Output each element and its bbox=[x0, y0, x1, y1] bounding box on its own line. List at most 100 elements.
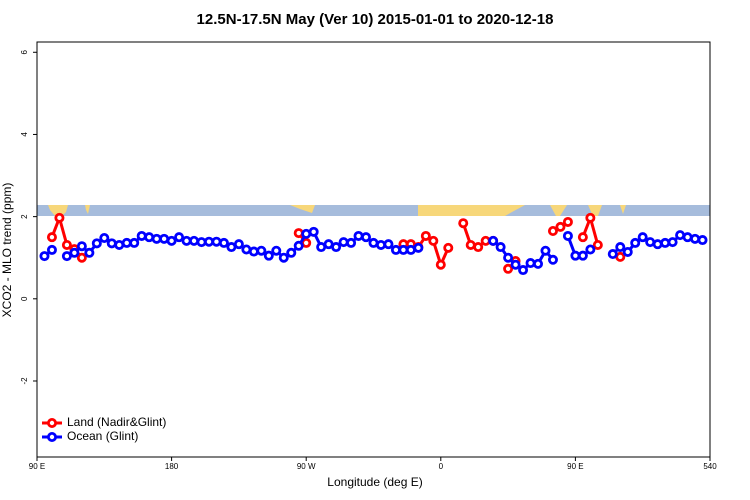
data-point bbox=[106, 238, 117, 249]
data-point bbox=[383, 239, 394, 250]
data-point bbox=[361, 232, 372, 243]
land-patch bbox=[48, 205, 68, 216]
x-tick-label: 90 W bbox=[297, 462, 316, 471]
data-point bbox=[518, 265, 529, 276]
data-point bbox=[622, 246, 633, 257]
data-point bbox=[271, 245, 282, 256]
data-point bbox=[503, 263, 514, 274]
x-axis-label: Longitude (deg E) bbox=[327, 475, 422, 489]
data-point bbox=[525, 258, 536, 269]
data-point bbox=[533, 258, 544, 269]
data-point bbox=[473, 242, 484, 253]
data-point bbox=[682, 232, 693, 243]
data-point bbox=[144, 232, 155, 243]
data-point bbox=[428, 235, 439, 246]
legend-label: Land (Nadir&Glint) bbox=[67, 415, 166, 429]
ocean-band bbox=[37, 205, 710, 216]
legend-marker bbox=[47, 417, 58, 428]
data-point bbox=[488, 235, 499, 246]
data-point bbox=[577, 232, 588, 243]
data-point bbox=[555, 221, 566, 232]
data-point bbox=[510, 259, 521, 270]
data-point bbox=[420, 230, 431, 241]
data-point bbox=[435, 259, 446, 270]
land-patch bbox=[290, 205, 315, 213]
land-patch bbox=[550, 205, 567, 216]
data-point bbox=[76, 252, 87, 263]
data-point bbox=[218, 237, 229, 248]
land-patch bbox=[418, 205, 525, 216]
data-point bbox=[443, 242, 454, 253]
data-point bbox=[293, 240, 304, 251]
data-point bbox=[615, 242, 626, 253]
data-point bbox=[346, 237, 357, 248]
land-patch bbox=[588, 205, 602, 216]
series bbox=[39, 226, 708, 276]
land-patch bbox=[85, 205, 90, 214]
data-point bbox=[547, 226, 558, 237]
data-point bbox=[577, 250, 588, 261]
data-point bbox=[308, 226, 319, 237]
data-point bbox=[278, 252, 289, 263]
land-patch bbox=[620, 205, 626, 214]
data-point bbox=[413, 242, 424, 253]
data-point bbox=[458, 218, 469, 229]
data-point bbox=[690, 233, 701, 244]
y-tick-label: -2 bbox=[20, 377, 29, 385]
data-point bbox=[69, 247, 80, 258]
y-tick-label: 0 bbox=[20, 296, 29, 301]
x-tick-label: 180 bbox=[165, 462, 179, 471]
legend-marker bbox=[47, 431, 58, 442]
data-point bbox=[46, 232, 57, 243]
data-point bbox=[630, 237, 641, 248]
data-point bbox=[189, 235, 200, 246]
data-point bbox=[338, 237, 349, 248]
data-point bbox=[99, 232, 110, 243]
x-tick-label: 540 bbox=[703, 462, 717, 471]
y-tick-label: 4 bbox=[20, 132, 29, 137]
data-point bbox=[503, 252, 514, 263]
data-point bbox=[248, 246, 259, 257]
data-point bbox=[233, 239, 244, 250]
data-point bbox=[263, 250, 274, 261]
data-point bbox=[667, 237, 678, 248]
data-point bbox=[166, 235, 177, 246]
data-point bbox=[39, 251, 50, 262]
data-point bbox=[660, 237, 671, 248]
chart-title: 12.5N-17.5N May (Ver 10) 2015-01-01 to 2… bbox=[197, 11, 554, 28]
data-point bbox=[353, 230, 364, 241]
data-point bbox=[697, 235, 708, 246]
x-tick-label: 0 bbox=[439, 462, 444, 471]
data-point bbox=[375, 239, 386, 250]
data-point bbox=[585, 244, 596, 255]
data-point bbox=[54, 212, 65, 223]
data-point bbox=[46, 244, 57, 255]
y-tick-label: 2 bbox=[20, 214, 29, 219]
data-point bbox=[547, 254, 558, 265]
data-point bbox=[540, 245, 551, 256]
data-point bbox=[61, 239, 72, 250]
data-point bbox=[286, 247, 297, 258]
data-point bbox=[585, 212, 596, 223]
data-point bbox=[91, 238, 102, 249]
data-point bbox=[84, 247, 95, 258]
data-point bbox=[331, 242, 342, 253]
data-point bbox=[495, 242, 506, 253]
data-point bbox=[61, 251, 72, 262]
data-point bbox=[174, 232, 185, 243]
x-tick-label: 90 E bbox=[567, 462, 583, 471]
data-point bbox=[592, 239, 603, 250]
data-point bbox=[562, 216, 573, 227]
x-tick-label: 90 E bbox=[29, 462, 45, 471]
legend-label: Ocean (Glint) bbox=[67, 429, 138, 443]
surface-band bbox=[37, 205, 710, 216]
data-point bbox=[637, 232, 648, 243]
y-axis-label: XCO2 - MLO trend (ppm) bbox=[0, 183, 14, 318]
data-point bbox=[76, 241, 87, 252]
plot-frame bbox=[36, 41, 711, 458]
data-point bbox=[652, 239, 663, 250]
data-point bbox=[562, 230, 573, 241]
data-point bbox=[256, 245, 267, 256]
data-point bbox=[129, 237, 140, 248]
